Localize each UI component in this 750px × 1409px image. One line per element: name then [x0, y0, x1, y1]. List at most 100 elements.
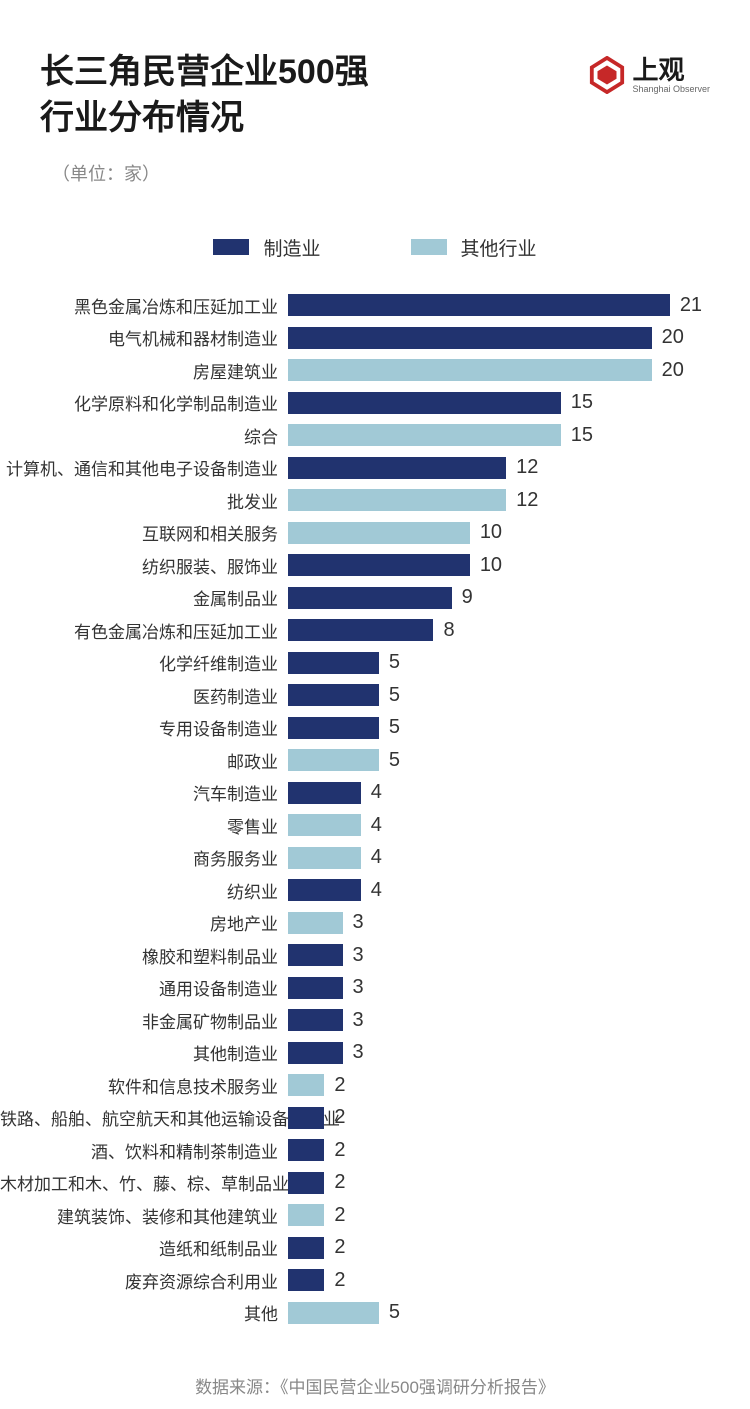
bar-area: 3 — [288, 944, 710, 967]
unit-label: （单位：家） — [52, 160, 750, 186]
bar-area: 4 — [288, 814, 710, 837]
bar — [288, 652, 379, 674]
bar-area: 5 — [288, 684, 710, 707]
bar-value: 2 — [334, 1269, 345, 1292]
bar — [288, 619, 433, 641]
logo-text: 上观 Shanghai Observer — [632, 57, 710, 94]
row-label: 电气机械和器材制造业 — [0, 325, 288, 350]
row-label: 造纸和纸制品业 — [0, 1235, 288, 1260]
bar-area: 2 — [288, 1204, 710, 1227]
bar-area: 5 — [288, 1301, 710, 1324]
bar — [288, 847, 361, 869]
bar-chart: 黑色金属冶炼和压延加工业21电气机械和器材制造业20房屋建筑业20化学原料和化学… — [0, 289, 750, 1329]
chart-row: 建筑装饰、装修和其他建筑业 2 — [0, 1199, 710, 1232]
chart-row: 非金属矿物制品业3 — [0, 1004, 710, 1037]
bar-value: 2 — [334, 1074, 345, 1097]
chart-row: 通用设备制造业3 — [0, 971, 710, 1004]
bar — [288, 522, 470, 544]
legend-swatch-b — [411, 239, 447, 255]
bar — [288, 1074, 324, 1096]
legend-item-other: 其他行业 — [411, 234, 537, 261]
bar-area: 21 — [288, 294, 710, 317]
row-label: 黑色金属冶炼和压延加工业 — [0, 293, 288, 318]
title-line-2: 行业分布情况 — [40, 99, 244, 137]
row-label: 综合 — [0, 423, 288, 448]
legend-swatch-a — [213, 239, 249, 255]
chart-row: 计算机、通信和其他电子设备制造业12 — [0, 451, 710, 484]
bar-area: 2 — [288, 1269, 710, 1292]
row-label: 专用设备制造业 — [0, 715, 288, 740]
bar-value: 3 — [353, 1041, 364, 1064]
chart-row: 黑色金属冶炼和压延加工业21 — [0, 289, 710, 322]
bar — [288, 1237, 324, 1259]
chart-row: 批发业12 — [0, 484, 710, 517]
chart-row: 零售业4 — [0, 809, 710, 842]
bar-value: 5 — [389, 684, 400, 707]
chart-row: 互联网和相关服务10 — [0, 516, 710, 549]
bar-area: 3 — [288, 911, 710, 934]
row-label: 医药制造业 — [0, 683, 288, 708]
bar-value: 2 — [334, 1139, 345, 1162]
bar — [288, 684, 379, 706]
chart-row: 综合15 — [0, 419, 710, 452]
bar — [288, 424, 561, 446]
row-label: 建筑装饰、装修和其他建筑业 — [0, 1203, 288, 1228]
bar — [288, 392, 561, 414]
row-label: 有色金属冶炼和压延加工业 — [0, 618, 288, 643]
chart-row: 软件和信息技术服务业2 — [0, 1069, 710, 1102]
row-label: 通用设备制造业 — [0, 975, 288, 1000]
chart-row: 其他制造业 3 — [0, 1036, 710, 1069]
bar-value: 2 — [334, 1204, 345, 1227]
bar-value: 4 — [371, 781, 382, 804]
row-label: 邮政业 — [0, 748, 288, 773]
row-label: 房屋建筑业 — [0, 358, 288, 383]
bar-area: 2 — [288, 1074, 710, 1097]
row-label: 互联网和相关服务 — [0, 520, 288, 545]
chart-row: 纺织业4 — [0, 874, 710, 907]
bar-value: 9 — [462, 586, 473, 609]
row-label: 化学原料和化学制品制造业 — [0, 390, 288, 415]
bar — [288, 1139, 324, 1161]
bar — [288, 912, 343, 934]
bar — [288, 1107, 324, 1129]
bar-area: 2 — [288, 1106, 710, 1129]
bar — [288, 359, 652, 381]
bar-area: 12 — [288, 489, 710, 512]
bar-area: 10 — [288, 521, 710, 544]
publisher-logo: 上观 Shanghai Observer — [588, 56, 710, 94]
bar-area: 15 — [288, 391, 710, 414]
chart-row: 房屋建筑业20 — [0, 354, 710, 387]
row-label: 批发业 — [0, 488, 288, 513]
bar — [288, 814, 361, 836]
row-label: 其他制造业 — [0, 1040, 288, 1065]
bar — [288, 717, 379, 739]
logo-sub-text: Shanghai Observer — [632, 85, 710, 94]
chart-row: 专用设备制造业 5 — [0, 711, 710, 744]
bar-value: 20 — [662, 326, 684, 349]
row-label: 酒、饮料和精制茶制造业 — [0, 1138, 288, 1163]
bar-value: 5 — [389, 716, 400, 739]
bar — [288, 457, 506, 479]
bar — [288, 327, 652, 349]
bar-value: 10 — [480, 554, 502, 577]
bar-area: 15 — [288, 424, 710, 447]
bar — [288, 977, 343, 999]
chart-row: 邮政业5 — [0, 744, 710, 777]
chart-row: 电气机械和器材制造业 20 — [0, 321, 710, 354]
logo-icon — [588, 56, 626, 94]
bar-area: 5 — [288, 749, 710, 772]
row-label: 铁路、船舶、航空航天和其他运输设备制造业 — [0, 1105, 288, 1130]
row-label: 橡胶和塑料制品业 — [0, 943, 288, 968]
bar-area: 20 — [288, 326, 710, 349]
data-source: 数据来源：《中国民营企业500强调研分析报告》 — [0, 1373, 750, 1398]
bar — [288, 1009, 343, 1031]
bar-area: 2 — [288, 1139, 710, 1162]
bar-value: 2 — [334, 1106, 345, 1129]
chart-row: 酒、饮料和精制茶制造业 2 — [0, 1134, 710, 1167]
bar — [288, 944, 343, 966]
bar — [288, 294, 670, 316]
bar-area: 12 — [288, 456, 710, 479]
bar-area: 8 — [288, 619, 710, 642]
legend-label-b: 其他行业 — [461, 234, 537, 261]
header: 长三角民营企业500强 行业分布情况 上观 Shanghai Observer — [0, 0, 750, 142]
